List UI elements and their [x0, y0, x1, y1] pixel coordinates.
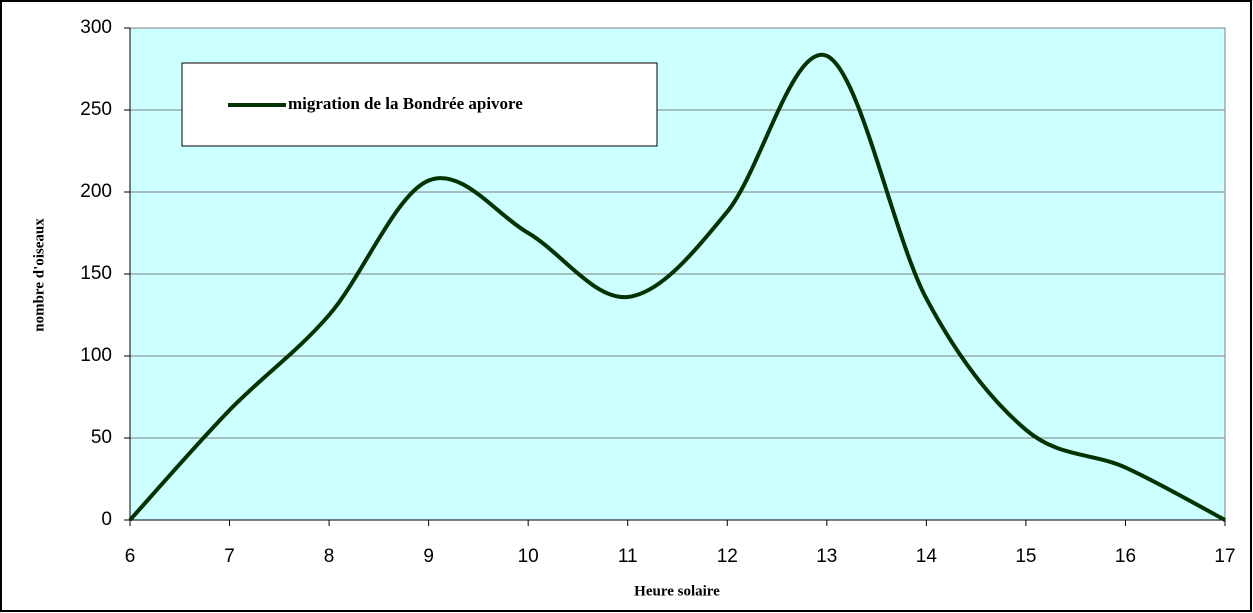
y-tick-label: 250 [80, 99, 112, 120]
y-tick-label: 150 [80, 263, 112, 284]
x-tick-label: 17 [1214, 546, 1235, 567]
x-tick-label: 11 [618, 546, 638, 567]
x-tick-label: 16 [1115, 546, 1136, 567]
x-tick-label: 10 [518, 546, 539, 567]
x-tick-label: 13 [816, 546, 837, 567]
y-tick-label: 100 [80, 345, 112, 366]
x-tick-label: 15 [1015, 546, 1036, 567]
x-tick-label: 7 [224, 546, 235, 567]
legend-label: migration de la Bondrée apivore [288, 94, 523, 113]
y-tick-label: 50 [91, 427, 112, 448]
x-axis-label: Heure solaire [634, 583, 720, 599]
x-tick-label: 8 [324, 546, 335, 567]
y-axis-label: nombre d'oiseaux [31, 218, 47, 332]
y-tick-label: 300 [80, 17, 112, 38]
x-tick-label: 14 [916, 546, 938, 567]
line-series [128, 52, 1226, 522]
y-tick-label: 200 [80, 181, 112, 202]
x-tick-label: 6 [125, 546, 136, 567]
y-tick-label: 0 [101, 509, 112, 530]
x-tick-label: 9 [423, 546, 434, 567]
x-tick-label: 12 [717, 546, 738, 567]
